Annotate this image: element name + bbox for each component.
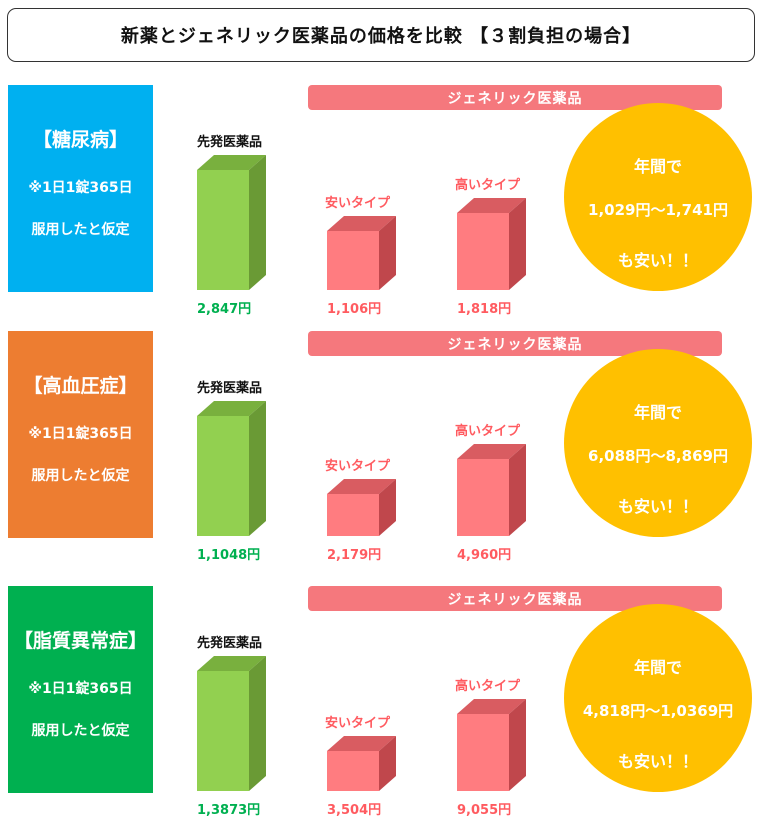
disease-label-panel: 【糖尿病】 ※1日1錠365日 服用したと仮定 <box>8 85 153 292</box>
bar-category-label: 高いタイプ <box>455 424 521 439</box>
bar-side-face <box>379 216 396 290</box>
disease-name: 【高血圧症】 <box>23 375 138 397</box>
bar-front-face <box>327 494 379 536</box>
bar-category-label: 安いタイプ <box>325 459 391 474</box>
bar-top-face <box>457 198 526 213</box>
bar-front-face <box>197 671 249 791</box>
generic-banner: ジェネリック医薬品 <box>308 331 722 356</box>
savings-circle: 年間で 1,029円～1,741円 も安い！！ <box>564 103 752 291</box>
bar-category-label: 安いタイプ <box>325 716 391 731</box>
bar-generic-cheap <box>327 736 396 791</box>
bar-side-face <box>249 155 266 290</box>
disease-label-panel: 【高血圧症】 ※1日1錠365日 服用したと仮定 <box>8 331 153 538</box>
bar-brand-name-drug <box>197 401 266 536</box>
bar-top-face <box>197 656 266 671</box>
bar-brand-name-drug <box>197 656 266 791</box>
bar-value-label: 4,960円 <box>457 548 512 563</box>
disease-name: 【糖尿病】 <box>32 129 128 151</box>
dosage-note: ※1日1錠365日 <box>28 681 133 697</box>
savings-circle: 年間で 4,818円～1,0369円 も安い！！ <box>564 604 752 792</box>
bar-generic-cheap <box>327 216 396 290</box>
bar-value-label: 9,055円 <box>457 803 512 818</box>
bar-front-face <box>457 213 509 290</box>
chart-section: 【高血圧症】 ※1日1錠365日 服用したと仮定 ジェネリック医薬品先発医薬品安いタイ… <box>0 321 763 563</box>
disease-name: 【脂質異常症】 <box>13 630 147 652</box>
bar-front-face <box>197 416 249 536</box>
bar-chart <box>197 401 526 536</box>
bar-value-label: 1,818円 <box>457 302 512 317</box>
bar-generic-expensive <box>457 198 526 290</box>
savings-text-3: も安い！！ <box>617 497 698 516</box>
assumption-note: 服用したと仮定 <box>31 723 130 739</box>
savings-text-2: 1,029円～1,741円 <box>588 201 728 219</box>
savings-text-1: 年間で <box>633 403 682 422</box>
bar-front-face <box>327 751 379 791</box>
savings-text-3: も安い！！ <box>617 251 698 270</box>
bar-top-face <box>197 401 266 416</box>
bar-value-label: 3,504円 <box>327 803 382 818</box>
bar-side-face <box>509 198 526 290</box>
chart-section: 【糖尿病】 ※1日1錠365日 服用したと仮定 ジェネリック医薬品 先発医薬品 安いタイプ… <box>0 75 763 317</box>
bar-front-face <box>197 170 249 290</box>
bar-front-face <box>327 231 379 290</box>
chart-section: 【脂質異常症】 ※1日1錠365日 服用したと仮定 ジェネリック医薬品先発医薬品安いタ… <box>0 576 763 818</box>
bar-side-face <box>379 479 396 536</box>
bar-top-face <box>197 155 266 170</box>
bar-category-label: 先発医薬品 <box>197 381 263 396</box>
bar-category-label: 高いタイプ <box>455 178 521 193</box>
bar-value-label: 1,3873円 <box>197 803 261 818</box>
savings-text-1: 年間で <box>633 157 682 176</box>
bar-side-face <box>379 736 396 791</box>
bar-chart <box>197 155 526 290</box>
bar-value-label: 1,1048円 <box>197 548 261 563</box>
bar-category-label: 先発医薬品 <box>197 636 263 651</box>
savings-text-2: 6,088円～8,869円 <box>588 447 728 465</box>
assumption-note: 服用したと仮定 <box>31 222 130 238</box>
bar-front-face <box>457 714 509 791</box>
bar-chart <box>197 656 526 791</box>
savings-text-3: も安い！！ <box>617 752 698 771</box>
bar-generic-expensive <box>457 444 526 536</box>
assumption-note: 服用したと仮定 <box>31 468 130 484</box>
bar-generic-cheap <box>327 479 396 536</box>
bar-brand-name-drug <box>197 155 266 290</box>
bar-top-face <box>457 699 526 714</box>
bar-value-label: 2,847円 <box>197 302 252 317</box>
dosage-note: ※1日1錠365日 <box>28 180 133 196</box>
generic-banner: ジェネリック医薬品 <box>308 586 722 611</box>
bar-side-face <box>509 699 526 791</box>
bar-value-label: 1,106円 <box>327 302 382 317</box>
bar-value-label: 2,179円 <box>327 548 382 563</box>
bar-side-face <box>249 401 266 536</box>
disease-label-panel: 【脂質異常症】 ※1日1錠365日 服用したと仮定 <box>8 586 153 793</box>
bar-side-face <box>249 656 266 791</box>
bar-side-face <box>509 444 526 536</box>
savings-text-1: 年間で <box>633 658 682 677</box>
bar-top-face <box>457 444 526 459</box>
bar-top-face <box>327 479 396 494</box>
savings-circle: 年間で 6,088円～8,869円 も安い！！ <box>564 349 752 537</box>
page-title: 新薬とジェネリック医薬品の価格を比較 【３割負担の場合】 <box>7 8 755 62</box>
savings-text-2: 4,818円～1,0369円 <box>582 702 734 720</box>
bar-top-face <box>327 736 396 751</box>
bar-category-label: 先発医薬品 <box>197 135 263 150</box>
bar-front-face <box>457 459 509 536</box>
bar-generic-expensive <box>457 699 526 791</box>
bar-top-face <box>327 216 396 231</box>
bar-category-label: 高いタイプ <box>455 679 521 694</box>
dosage-note: ※1日1錠365日 <box>28 426 133 442</box>
bar-category-label: 安いタイプ <box>325 196 391 211</box>
